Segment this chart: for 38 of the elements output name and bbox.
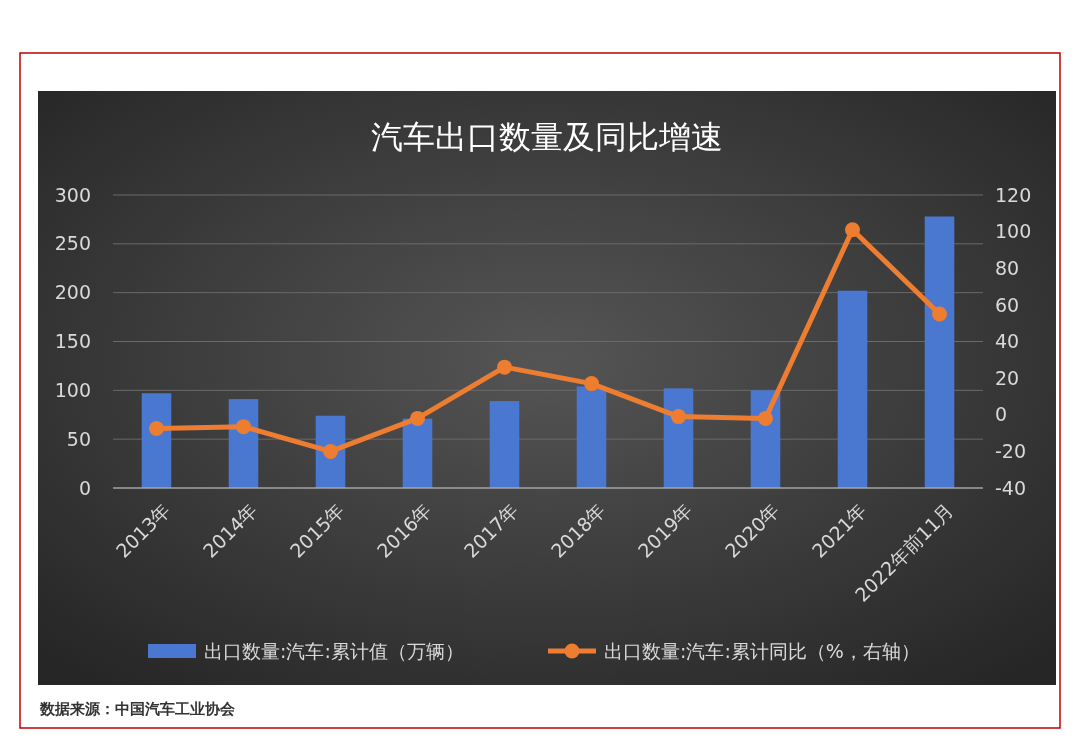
source-note: 数据来源：中国汽车工业协会 [39,700,236,718]
y2-tick-label: 120 [995,183,1032,206]
y-tick-label: 250 [54,232,91,255]
bar [402,418,433,488]
point [671,409,686,425]
bar [576,386,607,488]
point [932,306,947,322]
y-tick-label: 300 [54,183,91,206]
point [149,420,164,436]
point [584,376,599,392]
y2-tick-label: 20 [995,366,1020,389]
y-tick-label: 100 [54,378,91,401]
y2-tick-label: 0 [995,403,1008,426]
bar [228,399,259,488]
bar [924,216,955,488]
y-tick-label: 150 [54,330,91,353]
y2-tick-label: -20 [995,440,1027,463]
bar [837,290,868,488]
bar [141,393,172,488]
y2-tick-label: 40 [995,330,1020,353]
y-tick-label: 0 [78,476,91,499]
point [236,419,251,435]
bar [489,401,520,488]
y2-tick-label: 100 [995,220,1032,243]
y-tick-label: 50 [66,427,91,450]
chart-title: 汽车出口数量及同比增速 [371,118,723,156]
y2-tick-label: -40 [995,476,1027,499]
bar [663,388,694,488]
y-tick-label: 200 [54,281,91,304]
point [410,410,425,426]
point [497,359,512,375]
legend-label: 出口数量:汽车:累计值（万辆） [204,639,464,662]
y2-tick-label: 60 [995,293,1020,316]
legend-label: 出口数量:汽车:累计同比（%，右轴） [604,639,920,662]
point [758,410,773,426]
point [845,222,860,238]
y2-tick-label: 80 [995,256,1020,279]
point [323,443,338,459]
